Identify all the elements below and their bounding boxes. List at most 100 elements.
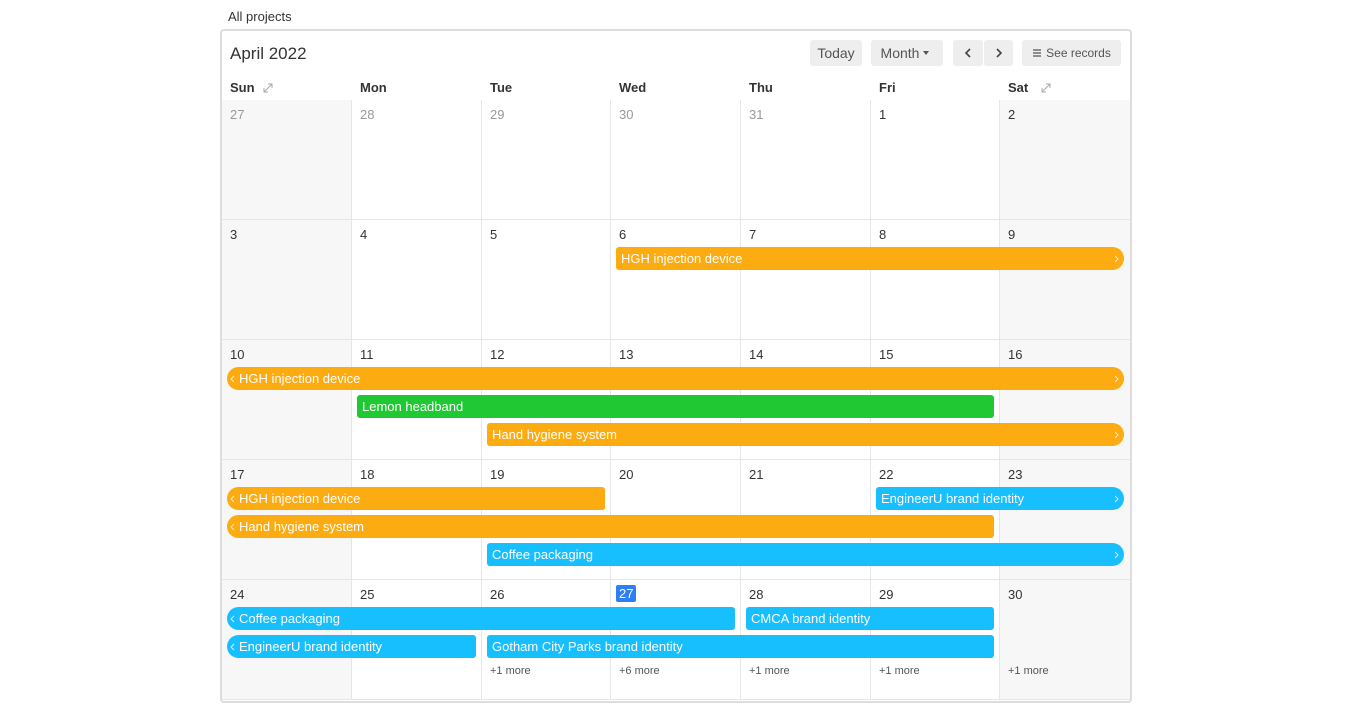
event-bar[interactable]: HGH injection device <box>616 247 1124 270</box>
day-number: 21 <box>749 467 764 482</box>
day-number: 19 <box>490 467 505 482</box>
weekday-header: Mon <box>360 80 387 95</box>
weekday-header: Tue <box>490 80 513 95</box>
event-bar[interactable]: Hand hygiene system <box>487 423 1124 446</box>
day-number: 11 <box>360 347 374 362</box>
day-number: 26 <box>490 587 505 602</box>
day-number: 28 <box>360 107 375 122</box>
more-link[interactable]: +1 more <box>1008 665 1049 677</box>
day-number: 24 <box>230 587 245 602</box>
day-number: 31 <box>749 107 764 122</box>
day-number: 27 <box>616 585 637 602</box>
records-label: See records <box>1046 46 1111 60</box>
continue-icon <box>230 375 235 383</box>
more-link[interactable]: +1 more <box>879 665 920 677</box>
day-number: 12 <box>490 347 505 362</box>
day-number: 30 <box>619 107 634 122</box>
day-cell[interactable]: 8 <box>871 220 1000 340</box>
day-cell[interactable]: 30 <box>611 100 741 220</box>
day-cell[interactable]: 7 <box>741 220 871 340</box>
today-button[interactable]: Today <box>810 40 862 66</box>
day-number: 15 <box>879 347 894 362</box>
day-cell[interactable]: 4 <box>352 220 482 340</box>
day-number: 18 <box>360 467 375 482</box>
day-number: 25 <box>360 587 375 602</box>
month-title: April 2022 <box>230 44 307 63</box>
records-button[interactable]: See records <box>1022 40 1121 66</box>
event-bar[interactable]: CMCA brand identity <box>746 607 994 630</box>
event-bar[interactable]: Lemon headband <box>357 395 994 418</box>
day-number: 10 <box>230 347 245 362</box>
day-cell[interactable]: 10 <box>222 340 352 460</box>
event-label: Coffee packaging <box>239 611 340 626</box>
prev-button[interactable] <box>953 40 983 66</box>
collapse-icon[interactable] <box>1040 81 1052 99</box>
view-name[interactable]: All projects <box>228 9 292 24</box>
day-number: 30 <box>1008 587 1023 602</box>
event-bar[interactable]: HGH injection device <box>227 487 605 510</box>
event-bar[interactable]: HGH injection device <box>227 367 1124 390</box>
view-button[interactable]: Month <box>871 40 943 66</box>
continue-icon <box>230 495 235 503</box>
day-number: 14 <box>749 347 764 362</box>
next-button[interactable] <box>984 40 1013 66</box>
continue-icon <box>230 523 235 531</box>
day-cell[interactable]: 2 <box>1000 100 1130 220</box>
day-cell[interactable]: 3 <box>222 220 352 340</box>
calendar <box>220 29 1132 703</box>
day-cell[interactable]: 30 <box>1000 580 1130 700</box>
view-label: Month <box>880 45 920 61</box>
weekday-header: Fri <box>879 80 896 95</box>
day-number: 16 <box>1008 347 1023 362</box>
day-cell[interactable]: 5 <box>482 220 611 340</box>
weekday-header: Sat <box>1008 80 1029 95</box>
day-number: 2 <box>1008 107 1016 122</box>
weekday-header: Thu <box>749 80 773 95</box>
event-bar[interactable]: EngineerU brand identity <box>876 487 1124 510</box>
collapse-icon[interactable] <box>262 81 274 99</box>
day-number: 6 <box>619 227 627 242</box>
day-number: 7 <box>749 227 757 242</box>
event-label: EngineerU brand identity <box>239 639 383 654</box>
event-label: Coffee packaging <box>492 547 593 562</box>
day-number: 9 <box>1008 227 1016 242</box>
more-link[interactable]: +6 more <box>619 665 660 677</box>
day-cell[interactable]: 6 <box>611 220 741 340</box>
event-label: HGH injection device <box>239 371 361 386</box>
continue-icon <box>1114 551 1119 559</box>
day-number: 29 <box>490 107 505 122</box>
weekday-header: Sun <box>230 80 255 95</box>
next-icon <box>995 48 1002 58</box>
continue-icon <box>1114 495 1119 503</box>
day-number: 22 <box>879 467 894 482</box>
more-link[interactable]: +1 more <box>490 665 531 677</box>
dropdown-icon <box>923 51 930 55</box>
day-cell[interactable]: 27 <box>222 100 352 220</box>
day-number: 20 <box>619 467 634 482</box>
event-bar[interactable]: Hand hygiene system <box>227 515 994 538</box>
day-cell[interactable]: 28 <box>352 100 482 220</box>
day-number: 27 <box>230 107 245 122</box>
day-cell[interactable]: 29 <box>482 100 611 220</box>
event-label: CMCA brand identity <box>751 611 871 626</box>
day-cell[interactable]: 9 <box>1000 220 1130 340</box>
day-number: 3 <box>230 227 238 242</box>
day-number: 17 <box>230 467 245 482</box>
event-label: HGH injection device <box>239 491 361 506</box>
event-bar[interactable]: Coffee packaging <box>227 607 735 630</box>
continue-icon <box>230 643 235 651</box>
day-cell[interactable]: 1 <box>871 100 1000 220</box>
more-link[interactable]: +1 more <box>749 665 790 677</box>
day-number: 8 <box>879 227 887 242</box>
continue-icon <box>1114 255 1119 263</box>
event-bar[interactable]: Gotham City Parks brand identity <box>487 635 994 658</box>
day-number: 1 <box>879 107 887 122</box>
day-number: 13 <box>619 347 634 362</box>
event-bar[interactable]: Coffee packaging <box>487 543 1124 566</box>
weekday-header: Wed <box>619 80 647 95</box>
event-bar[interactable]: EngineerU brand identity <box>227 635 476 658</box>
prev-icon <box>964 48 971 58</box>
continue-icon <box>230 615 235 623</box>
day-cell[interactable]: 31 <box>741 100 871 220</box>
